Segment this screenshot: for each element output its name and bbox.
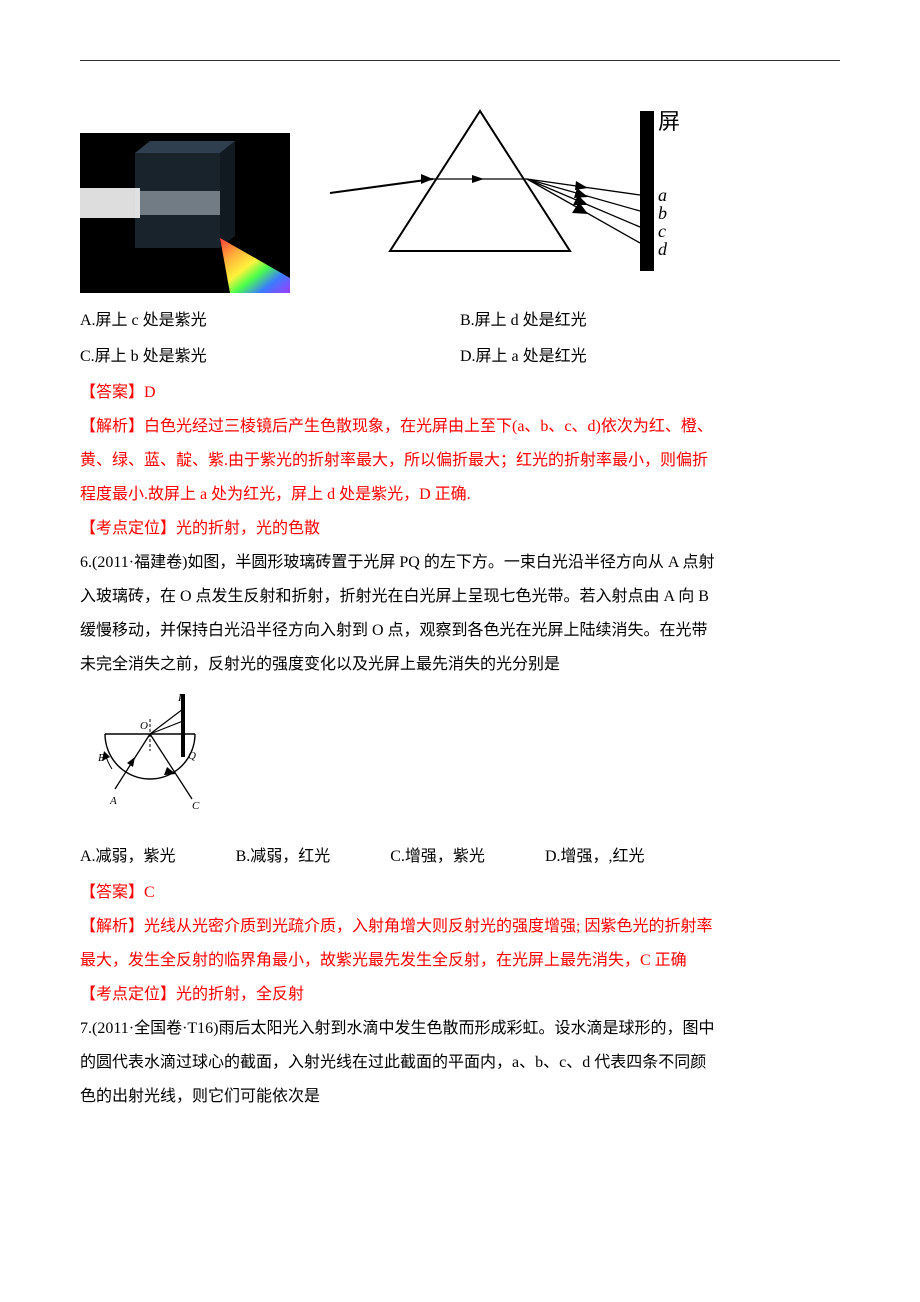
q6-keypoint: 【考点定位】光的折射，全反射 <box>80 979 840 1011</box>
svg-text:C: C <box>192 800 200 812</box>
q6-stem-2: 入玻璃砖，在 O 点发生反射和折射，折射光在白光屏上呈现七色光带。若入射点由 A… <box>80 581 840 613</box>
q5-option-d: D.屏上 a 处是红光 <box>460 341 840 373</box>
prism-photo-svg <box>80 133 290 293</box>
ray-label-d: d <box>658 239 668 259</box>
q5-option-a: A.屏上 c 处是紫光 <box>80 305 460 337</box>
svg-text:O: O <box>140 720 148 732</box>
q6-diagram-svg: P Q O A B C <box>80 689 230 819</box>
q6-option-c: C.增强，紫光 <box>390 841 485 873</box>
q5-options-row2: C.屏上 b 处是紫光 D.屏上 a 处是红光 <box>80 341 840 373</box>
q6-explain-2: 最大，发生全反射的临界角最小，故紫光最先发生全反射，在光屏上最先消失，C 正确 <box>80 945 840 977</box>
q7-stem-1: 7.(2011·全国卷·T16)雨后太阳光入射到水滴中发生色散而形成彩虹。设水滴… <box>80 1013 840 1045</box>
q6-option-b: B.减弱，红光 <box>236 841 331 873</box>
q7-stem-3: 色的出射光线，则它们可能依次是 <box>80 1081 840 1113</box>
q6-stem-3: 缓慢移动，并保持白光沿半径方向入射到 O 点，观察到各色光在光屏上陆续消失。在光… <box>80 615 840 647</box>
q6-options: A.减弱，紫光 B.减弱，红光 C.增强，紫光 D.增强，,红光 <box>80 841 840 873</box>
prism-diagram: 屏 a b c d <box>320 101 680 293</box>
screen-label: 屏 <box>658 109 680 134</box>
q6-stem-4: 未完全消失之前，反射光的强度变化以及光屏上最先消失的光分别是 <box>80 649 840 681</box>
q5-explain-1: 【解析】白色光经过三棱镜后产生色散现象，在光屏由上至下(a、b、c、d)依次为红… <box>80 411 840 443</box>
q5-option-b: B.屏上 d 处是红光 <box>460 305 840 337</box>
q6-answer: 【答案】C <box>80 877 840 909</box>
page-rule <box>80 60 840 61</box>
svg-text:Q: Q <box>188 750 196 762</box>
q6-diagram: P Q O A B C <box>80 683 840 837</box>
ray-label-c: c <box>658 221 666 241</box>
q5-explain-3: 程度最小.故屏上 a 处为红光，屏上 d 处是紫光，D 正确. <box>80 479 840 511</box>
q6-explain-1: 【解析】光线从光密介质到光疏介质，入射角增大则反射光的强度增强; 因紫色光的折射… <box>80 911 840 943</box>
q6-stem-1: 6.(2011·福建卷)如图，半圆形玻璃砖置于光屏 PQ 的左下方。一束白光沿半… <box>80 547 840 579</box>
ray-label-b: b <box>658 203 667 223</box>
q5-explain-2: 黄、绿、蓝、靛、紫.由于紫光的折射率最大，所以偏折最大；红光的折射率最小，则偏折 <box>80 445 840 477</box>
prism-diagram-svg: 屏 a b c d <box>320 101 680 281</box>
prism-photo <box>80 133 290 293</box>
q6-option-d: D.增强，,红光 <box>545 841 645 873</box>
q7-stem-2: 的圆代表水滴过球心的截面，入射光线在过此截面的平面内，a、b、c、d 代表四条不… <box>80 1047 840 1079</box>
q5-option-c: C.屏上 b 处是紫光 <box>80 341 460 373</box>
q5-answer: 【答案】D <box>80 377 840 409</box>
q5-keypoint: 【考点定位】光的折射，光的色散 <box>80 513 840 545</box>
svg-text:A: A <box>109 795 117 807</box>
q6-option-a: A.减弱，紫光 <box>80 841 176 873</box>
q5-options-row1: A.屏上 c 处是紫光 B.屏上 d 处是红光 <box>80 305 840 337</box>
figure-row-q5: 屏 a b c d <box>80 101 840 293</box>
svg-text:P: P <box>177 692 185 704</box>
ray-label-a: a <box>658 185 667 205</box>
